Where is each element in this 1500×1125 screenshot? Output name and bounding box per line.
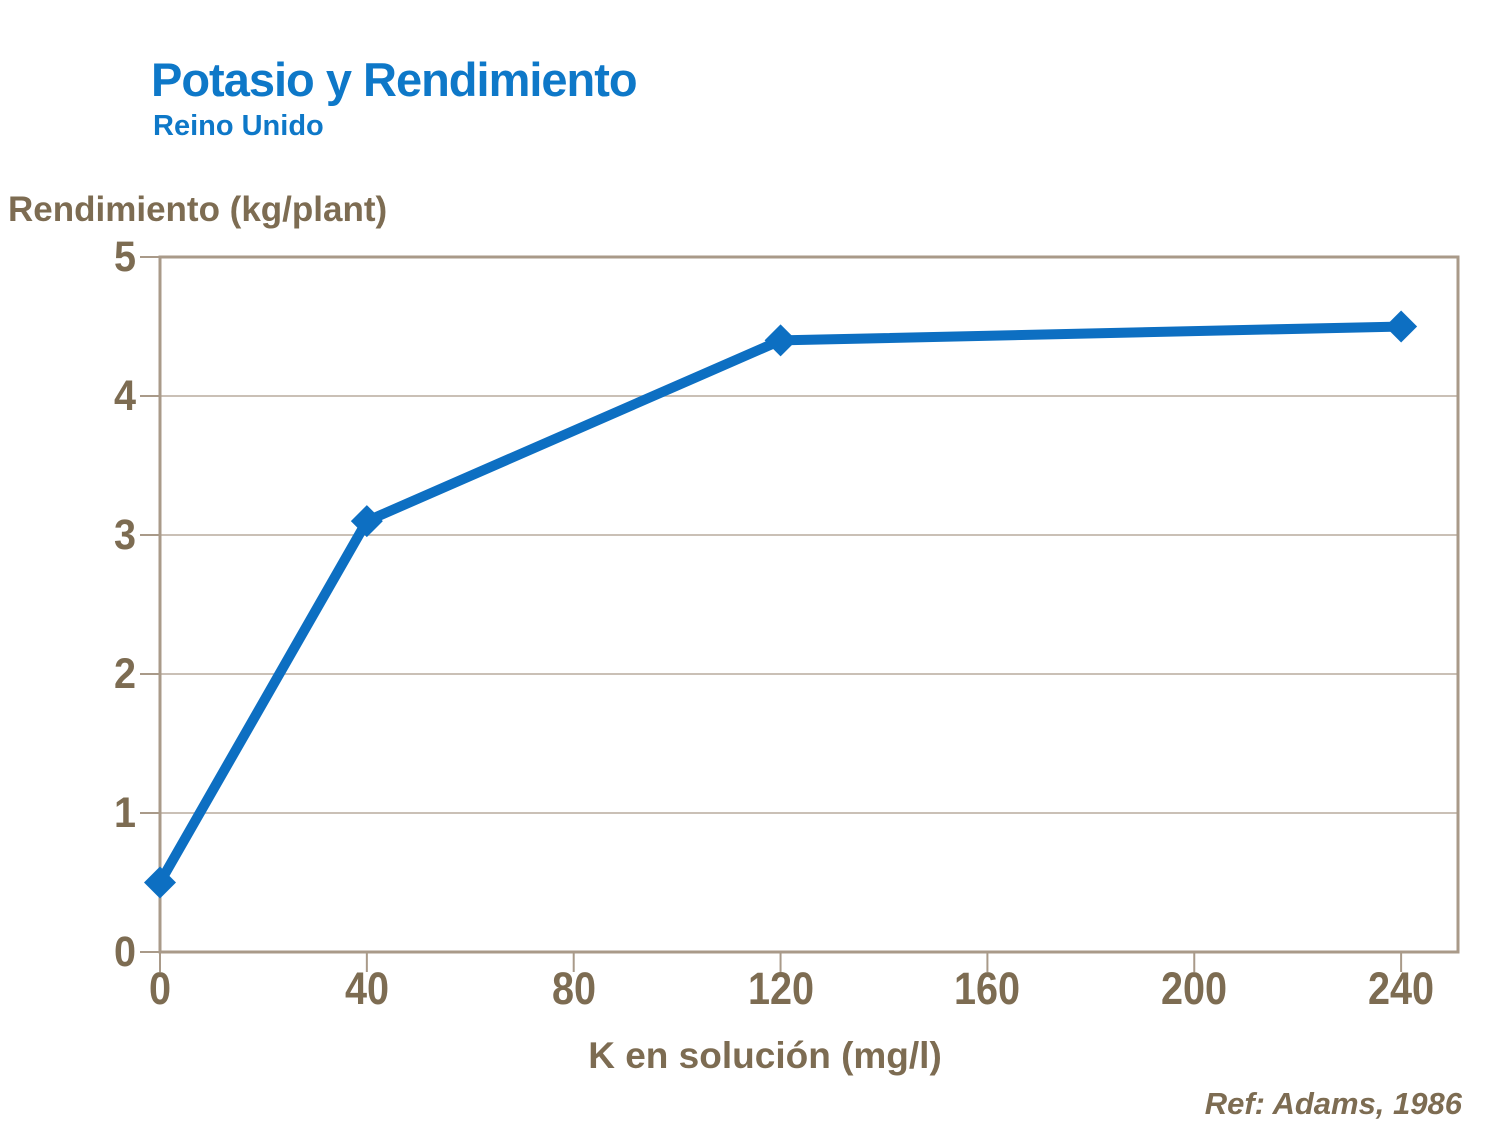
data-line xyxy=(155,321,1402,885)
x-tick-label-160: 160 xyxy=(954,963,1021,1014)
y-tick-label-2: 2 xyxy=(113,650,136,698)
data-point-0 xyxy=(144,866,176,899)
y-tick-label-0: 0 xyxy=(113,928,136,976)
x-tick-label-200: 200 xyxy=(1161,963,1228,1014)
x-tick-label-120: 120 xyxy=(747,963,814,1014)
y-axis-title: Rendimiento (kg/plant) xyxy=(8,190,388,229)
data-point-240 xyxy=(1385,310,1418,343)
y-tick-label-5: 5 xyxy=(113,233,136,281)
chart-subtitle: Reino Unido xyxy=(153,110,324,142)
x-tick-label-240: 240 xyxy=(1368,963,1435,1014)
data-point-40 xyxy=(350,505,383,538)
data-point-120 xyxy=(764,324,797,357)
chart-title: Potasio y Rendimiento xyxy=(151,53,638,106)
x-tick-label-0: 0 xyxy=(148,963,172,1014)
reference-note: Ref: Adams, 1986 xyxy=(1204,1086,1462,1121)
x-axis-title: K en solución (mg/l) xyxy=(588,1035,942,1076)
x-tick-label-80: 80 xyxy=(551,963,596,1014)
y-tick-label-3: 3 xyxy=(113,511,136,559)
plot-frame xyxy=(158,255,1460,954)
y-tick-label-4: 4 xyxy=(113,372,136,420)
y-tick-label-1: 1 xyxy=(113,789,136,837)
x-tick-label-40: 40 xyxy=(344,963,389,1014)
